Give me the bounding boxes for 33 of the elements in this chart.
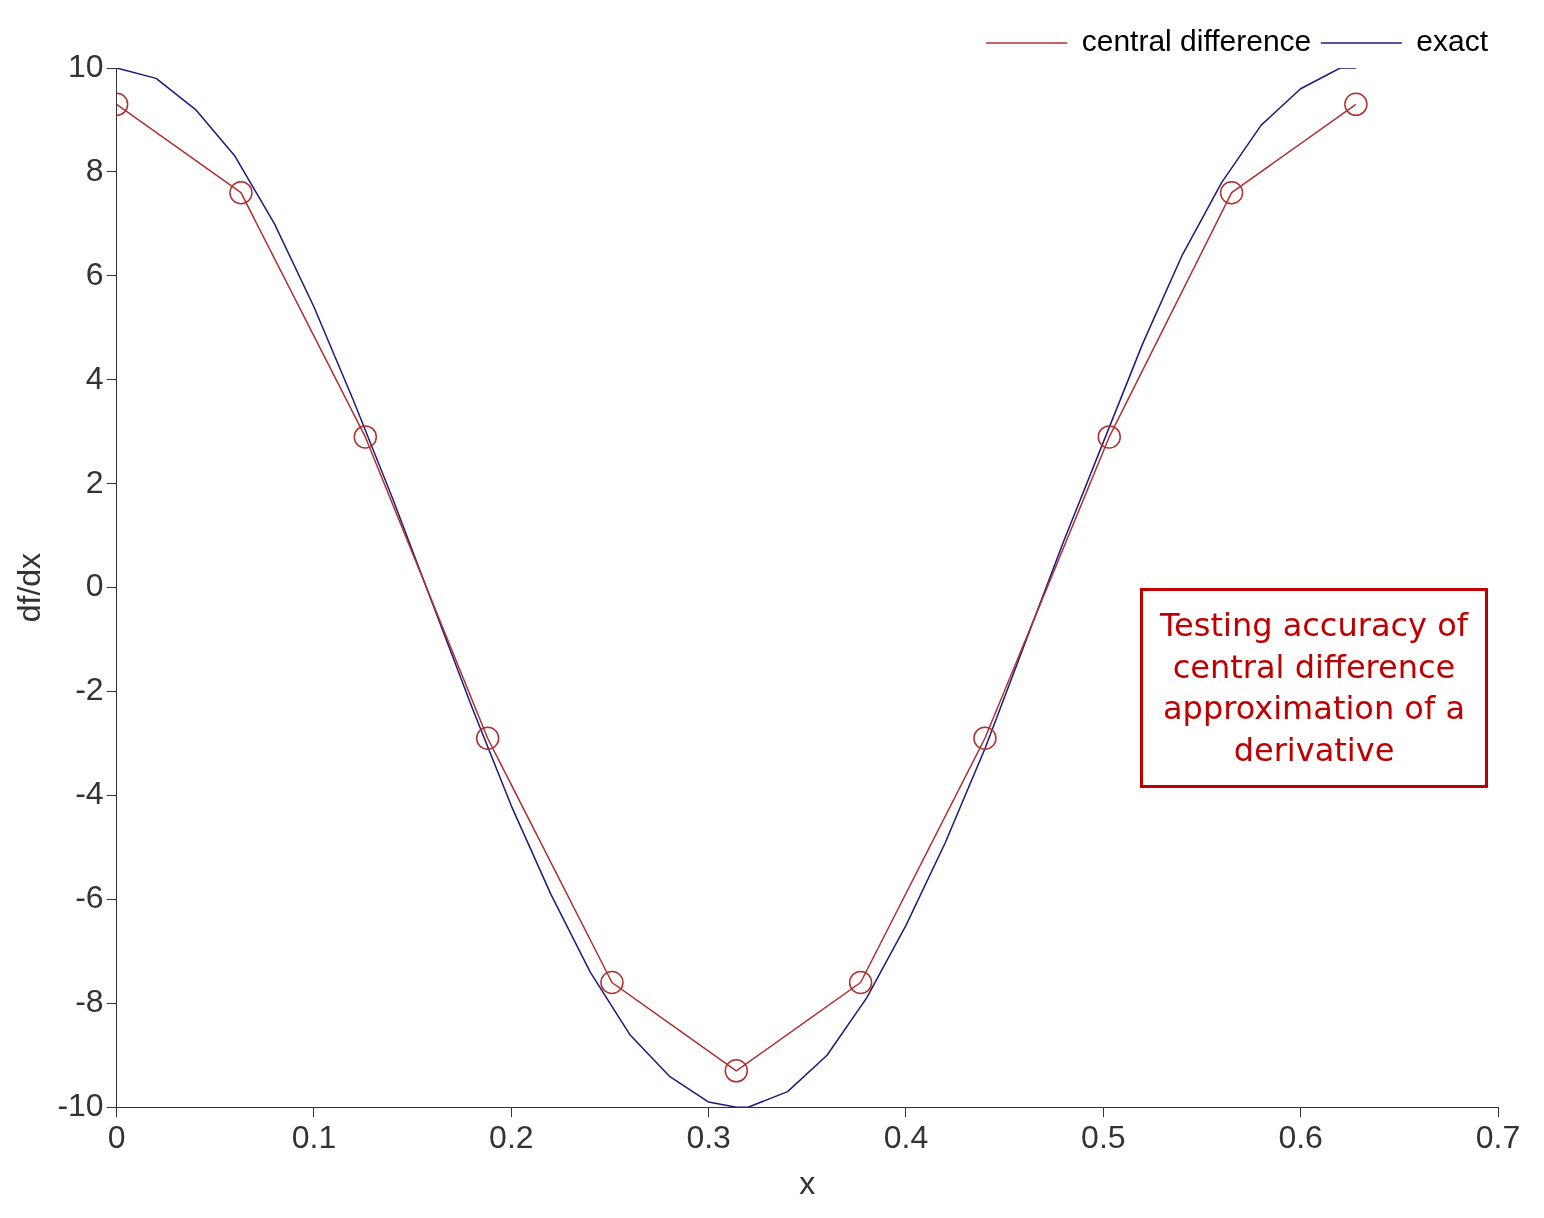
point — [848, 970, 873, 995]
y-tick-label: -8 — [75, 983, 104, 1020]
point — [475, 726, 500, 751]
y-axis-title: df/dx — [11, 552, 48, 623]
y-tick-label: -2 — [75, 671, 104, 708]
y-tick-label: 4 — [85, 359, 104, 396]
point — [724, 1059, 749, 1083]
point — [1344, 92, 1368, 117]
legend-label: exact — [1416, 24, 1489, 58]
y-tick-label: -6 — [75, 879, 104, 916]
y-tick-label: 2 — [85, 463, 104, 500]
x-tick-label: 0.7 — [1475, 1119, 1521, 1156]
y-tick-label: -4 — [75, 775, 104, 812]
point — [1097, 425, 1121, 449]
point — [600, 970, 624, 995]
x-tick-label: 0.1 — [291, 1119, 337, 1156]
x-tick-label: 0.2 — [489, 1119, 534, 1156]
point — [353, 425, 378, 449]
annotation: Testing accuracy of central difference approximation of a derivative — [1140, 588, 1488, 789]
x-tick-label: 0.3 — [686, 1119, 731, 1156]
point — [973, 726, 997, 751]
y-tick-label: 0 — [85, 567, 104, 604]
x-tick-label: 0.5 — [1081, 1119, 1126, 1156]
y-tick-label: 8 — [85, 151, 104, 188]
y-tick-label: 10 — [68, 47, 104, 84]
y-tick-label: 6 — [85, 255, 104, 292]
point — [229, 180, 253, 205]
y-tick-label: -10 — [57, 1087, 104, 1124]
point — [1219, 180, 1244, 205]
x-axis-title: x — [799, 1164, 816, 1201]
legend-label: central difference — [1081, 24, 1312, 58]
x-tick-label: 0.4 — [883, 1119, 929, 1156]
x-tick-label: 0.6 — [1278, 1119, 1323, 1156]
